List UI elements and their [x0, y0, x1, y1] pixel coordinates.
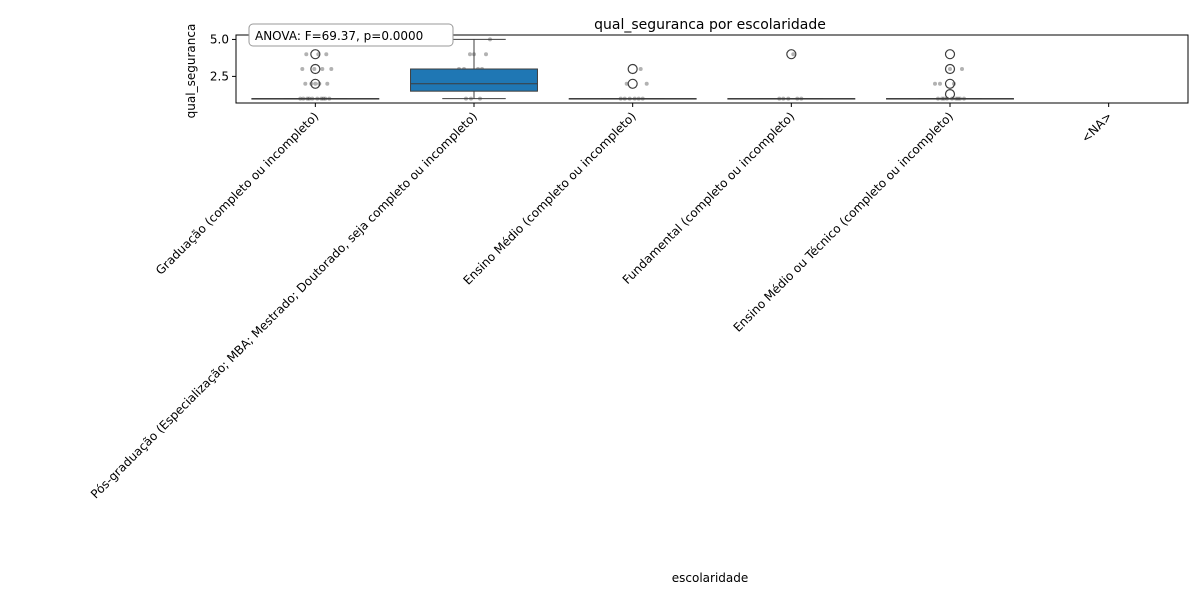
box-outlier: [944, 49, 956, 60]
anova-annotation-frame: [248, 23, 454, 47]
strip-point: [938, 81, 942, 86]
strip-point: [484, 52, 488, 57]
box-outlier: [627, 78, 638, 89]
strip-point: [313, 81, 318, 86]
x-axis-label: escolaridade: [672, 571, 749, 585]
box-outlier: [786, 49, 797, 60]
strip-point: [791, 52, 796, 57]
box-outlier: [310, 78, 321, 89]
anova-annotation: ANOVA: F=69.37, p=0.0000: [248, 23, 454, 47]
y-tick-label: 2.5: [210, 69, 229, 83]
strip-point: [325, 81, 330, 86]
box-outlier: [944, 78, 956, 89]
y-axis-label: qual_seguranca: [184, 24, 198, 119]
strip-point: [468, 52, 472, 57]
strip-point: [320, 67, 325, 71]
strip-point: [303, 81, 308, 86]
strip-point: [948, 67, 952, 71]
box-outlier: [310, 49, 321, 60]
plot-frame: [235, 34, 1189, 104]
strip-point: [329, 67, 334, 71]
strip-point: [312, 67, 317, 71]
plot-area: [251, 37, 1014, 101]
strip-point: [644, 81, 649, 86]
box-outlier: [944, 88, 956, 100]
chart-title: qual_seguranca por escolaridade: [594, 17, 826, 33]
box-body: [410, 68, 538, 92]
strip-point: [960, 67, 964, 71]
box-outlier: [310, 63, 321, 75]
strip-point: [933, 81, 937, 86]
box-outlier: [944, 63, 956, 75]
strip-point: [304, 52, 309, 57]
y-tick-label: 5.0: [210, 32, 229, 46]
strip-point: [638, 67, 643, 71]
strip-point: [300, 67, 305, 71]
anova-annotation-text: ANOVA: F=69.37, p=0.0000: [255, 29, 423, 43]
strip-point: [324, 52, 329, 57]
box-outlier: [627, 63, 638, 75]
